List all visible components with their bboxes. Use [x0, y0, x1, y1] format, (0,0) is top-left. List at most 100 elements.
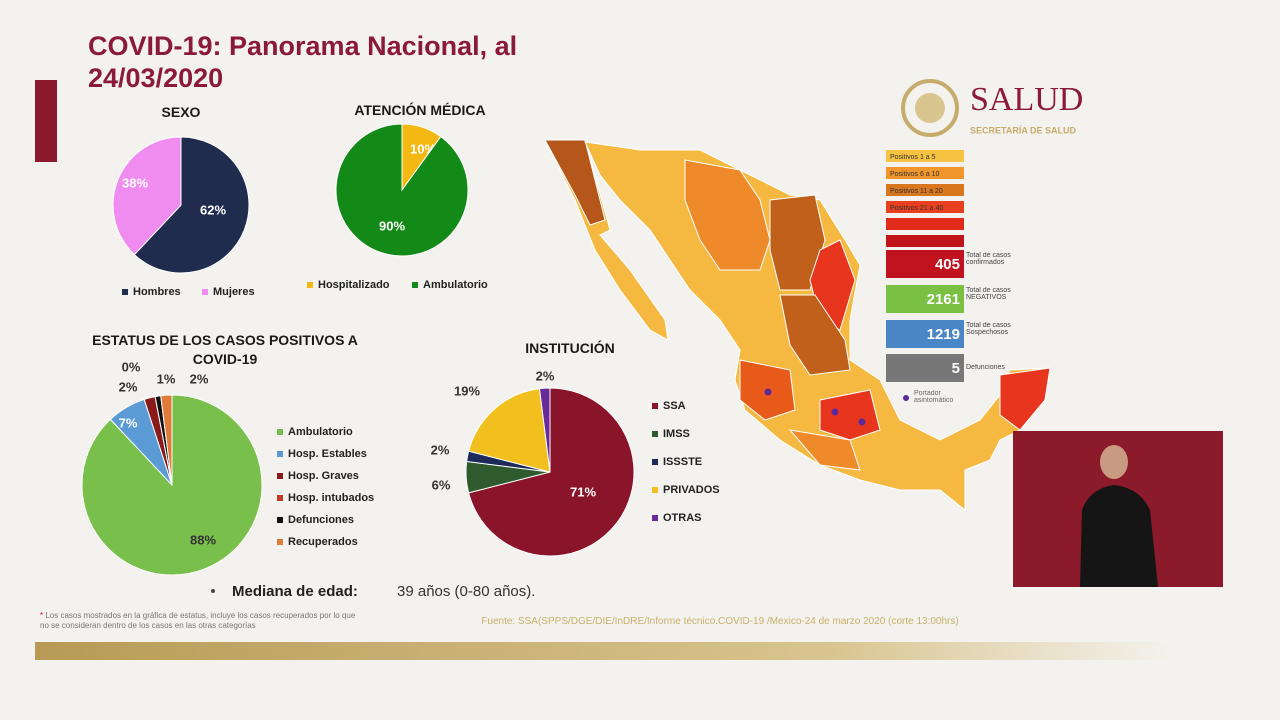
marker-swatch [903, 395, 909, 401]
legend-label: Positivos 1 a 5 [890, 154, 936, 161]
legend-label: Hombres [133, 286, 181, 298]
accent-bar [35, 80, 57, 162]
stat-value: 2161 [927, 291, 960, 308]
footnote: * Los casos mostrados en la gráfica de e… [40, 611, 360, 631]
legend-swatch [277, 517, 283, 523]
legend-label: SSA [663, 400, 686, 412]
stats: 405 2161 1219 5 Total de casos confirmad… [886, 250, 1011, 404]
stat-label: Total de casos NEGATIVOS [966, 287, 1011, 301]
title: 24/03/2020 [88, 63, 223, 93]
source: Fuente: SSA(SPPS/DGE/DIE/InDRE/Informe t… [481, 616, 959, 627]
legend-swatch [122, 289, 128, 295]
map [544, 139, 1051, 512]
median-text: 39 años (0-80 años). [397, 583, 535, 600]
stat-box [886, 250, 964, 278]
state [999, 367, 1051, 431]
legend-label: OTRAS [663, 512, 702, 524]
legend-swatch [412, 282, 418, 288]
state [544, 139, 606, 226]
median-label: Mediana de edad: [232, 583, 358, 600]
value-label: 2% [190, 371, 209, 386]
value-label: 2% [119, 379, 138, 394]
legend-label: Recuperados [288, 536, 358, 548]
legend-swatch [277, 429, 283, 435]
legend-swatch [652, 515, 658, 521]
value-label: 62% [200, 202, 226, 217]
person [1100, 445, 1128, 479]
legend-swatch [886, 184, 964, 196]
stat-label: Defunciones [966, 364, 1005, 371]
legend-label: Ambulatorio [423, 279, 488, 291]
legend-swatch [277, 473, 283, 479]
legend-swatch [886, 150, 964, 162]
legend-swatch [277, 451, 283, 457]
pie-slice [112, 136, 182, 256]
legend-label: Positivos 11 a 20 [890, 188, 943, 195]
legend-swatch [277, 495, 283, 501]
stat-box [886, 320, 964, 348]
logo-emblem [915, 93, 945, 123]
value-label: 2% [536, 368, 555, 383]
legend-swatch [886, 235, 964, 247]
legend-swatch [202, 289, 208, 295]
legend-label: Hospitalizado [318, 279, 390, 291]
stat-box [886, 285, 964, 313]
stat-value: 5 [952, 360, 960, 377]
legend-swatch [652, 403, 658, 409]
interpreter-video [1013, 431, 1223, 587]
legend-label: Positivos 21 a 40 [890, 205, 943, 212]
pie-slice [133, 136, 250, 274]
legend-swatch [886, 201, 964, 213]
value-label: 2% [431, 442, 450, 457]
bullet [211, 589, 215, 593]
stat-box [886, 354, 964, 382]
value-label: 90% [379, 218, 405, 233]
legend-swatch [277, 539, 283, 545]
logo-subtitle: SECRETARÍA DE SALUD [970, 125, 1077, 135]
marker-label: Portador asintomático [914, 390, 954, 404]
legend-label: Hosp. Graves [288, 470, 359, 482]
legend-label: PRIVADOS [663, 484, 720, 496]
stat-label: Total de casos confirmados [966, 252, 1011, 266]
marker [764, 388, 772, 396]
pie-slice [335, 123, 469, 257]
legend-swatch [652, 487, 658, 493]
value-label: 38% [122, 175, 148, 190]
pie-slice [538, 387, 551, 473]
stat-value: 1219 [927, 326, 960, 343]
state [779, 294, 851, 376]
legend-label: Positivos 6 a 10 [890, 171, 940, 178]
legend-swatch [652, 459, 658, 465]
value-label: 71% [570, 484, 596, 499]
legend-label: Defunciones [288, 514, 354, 526]
state [819, 389, 881, 441]
footnote-text: Los casos mostrados en la gráfica de est… [40, 611, 356, 630]
legend-label: ISSSTE [663, 456, 702, 468]
state [788, 429, 861, 471]
legend-label: Hosp. intubados [288, 492, 374, 504]
title: COVID-19: Panorama Nacional, al [88, 31, 517, 61]
legend-swatch [307, 282, 313, 288]
stat-value: 405 [935, 256, 960, 273]
map-legend: Positivos 1 a 5 Positivos 6 a 10 Positiv… [886, 150, 964, 247]
state [769, 194, 826, 291]
chart-title: ESTATUS DE LOS CASOS POSITIVOS A COVID-1… [92, 332, 358, 367]
logo-emblem [901, 79, 959, 137]
pie-slice [160, 394, 173, 486]
marker [831, 408, 839, 416]
marker [858, 418, 866, 426]
value-label: 6% [432, 477, 451, 492]
pie-slice [468, 387, 635, 557]
legend-label: Mujeres [213, 286, 255, 298]
legend-swatch [652, 431, 658, 437]
legend-swatch [886, 218, 964, 230]
value-label: 0% [122, 359, 141, 374]
value-label: 1% [157, 371, 176, 386]
legend-swatch [886, 167, 964, 179]
person [1080, 485, 1158, 587]
chart-title: ATENCIÓN MÉDICA [354, 102, 486, 118]
legend-label: IMSS [663, 428, 690, 440]
legend-label: Hosp. Estables [288, 448, 367, 460]
